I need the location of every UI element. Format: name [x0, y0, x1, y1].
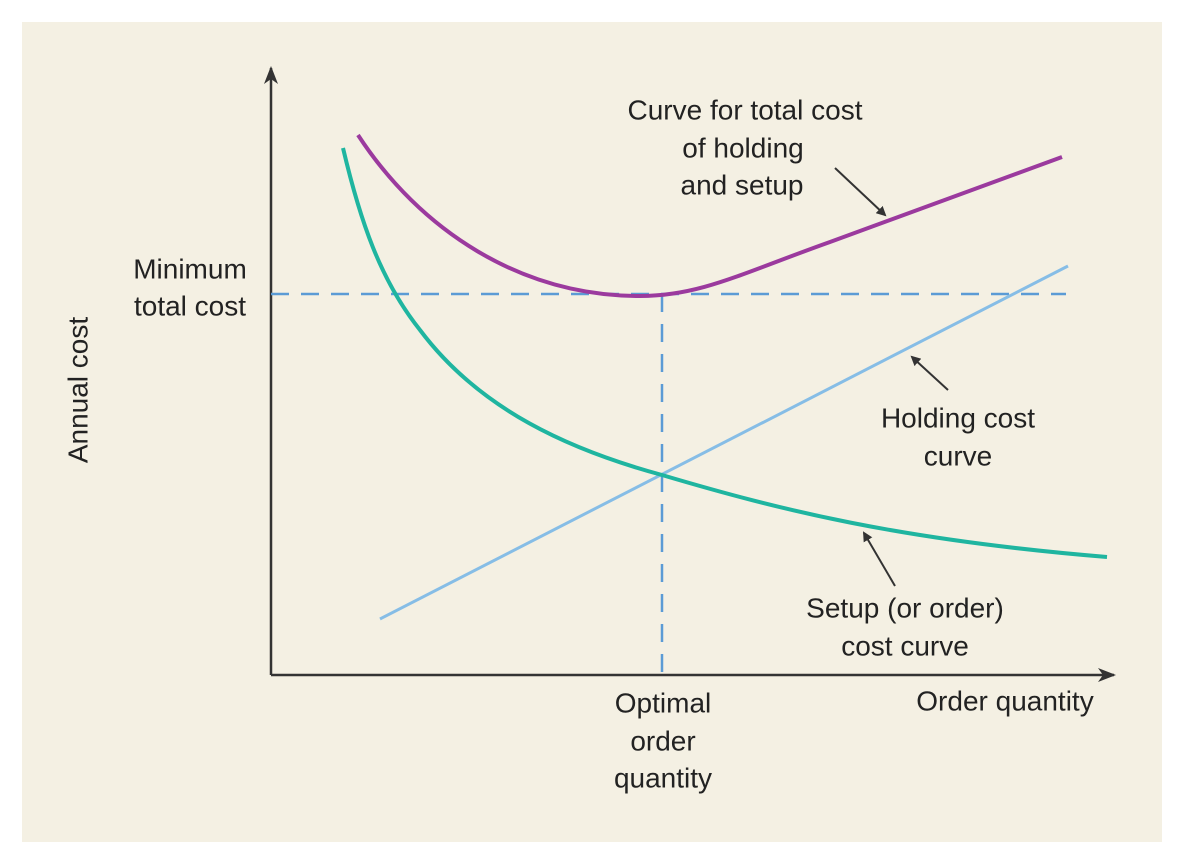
- total-cost-label: and setup: [681, 169, 804, 200]
- setup-cost-label: Setup (or order): [806, 592, 1004, 623]
- total-cost-label: Curve for total cost: [628, 94, 863, 125]
- holding-cost-line: [379, 264, 1069, 621]
- y-axis-label: Annual cost: [62, 317, 93, 464]
- optimal-quantity-label: order: [630, 725, 695, 756]
- annotation-arrow: [834, 167, 887, 217]
- paper: [22, 22, 1162, 842]
- minimum-cost-label: total cost: [134, 290, 246, 321]
- holding-cost-label: Holding cost: [881, 402, 1035, 433]
- setup-cost-label: cost curve: [841, 630, 969, 661]
- minimum-cost-label: Minimum: [133, 253, 247, 284]
- optimal-quantity-label: Optimal: [615, 687, 711, 718]
- setup-cost-curve: [341, 147, 1108, 559]
- total-cost-curve: [356, 133, 1063, 299]
- annotation-arrow: [910, 355, 949, 391]
- total-cost-label: of holding: [682, 132, 803, 163]
- annotation-arrow: [862, 531, 896, 587]
- holding-cost-label: curve: [924, 440, 992, 471]
- optimal-quantity-label: quantity: [614, 762, 712, 793]
- x-axis-label: Order quantity: [916, 685, 1093, 716]
